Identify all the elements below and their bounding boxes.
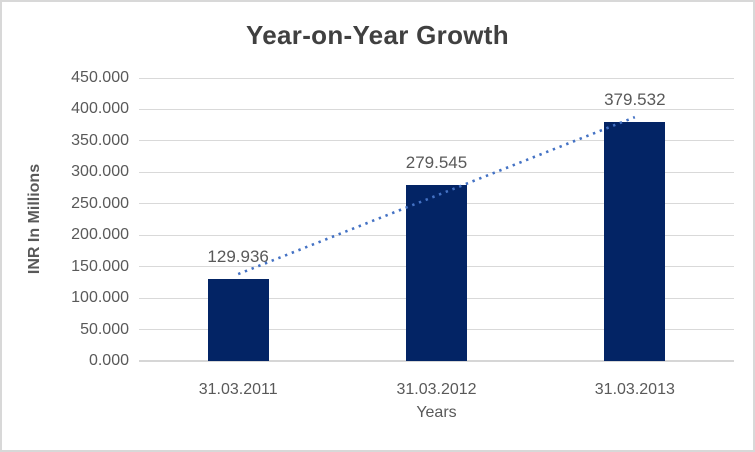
y-tick-label: 100.000 bbox=[71, 289, 129, 307]
y-tick-label: 0.000 bbox=[88, 352, 129, 369]
y-tick-label: 50.000 bbox=[80, 320, 129, 338]
y-tick-label: 200.000 bbox=[71, 226, 129, 244]
chart-title: Year-on-Year Growth bbox=[246, 20, 509, 50]
y-tick-label: 400.000 bbox=[71, 100, 129, 118]
y-tick-label: 300.000 bbox=[71, 163, 129, 181]
bar bbox=[406, 185, 467, 361]
x-tick-label: 31.03.2013 bbox=[594, 381, 675, 398]
x-axis-title: Years bbox=[416, 404, 457, 421]
y-tick-label: 150.000 bbox=[71, 257, 129, 275]
x-axis-line bbox=[139, 360, 734, 362]
gridline bbox=[139, 77, 734, 79]
y-tick-label: 250.000 bbox=[71, 194, 129, 212]
bar-data-label: 129.936 bbox=[207, 247, 269, 267]
bar bbox=[604, 122, 666, 361]
bar bbox=[207, 279, 269, 361]
bar-data-label: 379.532 bbox=[604, 90, 666, 110]
y-tick-label: 350.000 bbox=[71, 131, 129, 149]
x-tick-label: 31.03.2011 bbox=[198, 381, 278, 398]
gridline bbox=[139, 108, 734, 110]
y-tick-label: 450.000 bbox=[71, 69, 129, 86]
bar-data-label: 279.545 bbox=[405, 153, 468, 173]
x-tick-label: 31.03.2012 bbox=[396, 381, 477, 398]
